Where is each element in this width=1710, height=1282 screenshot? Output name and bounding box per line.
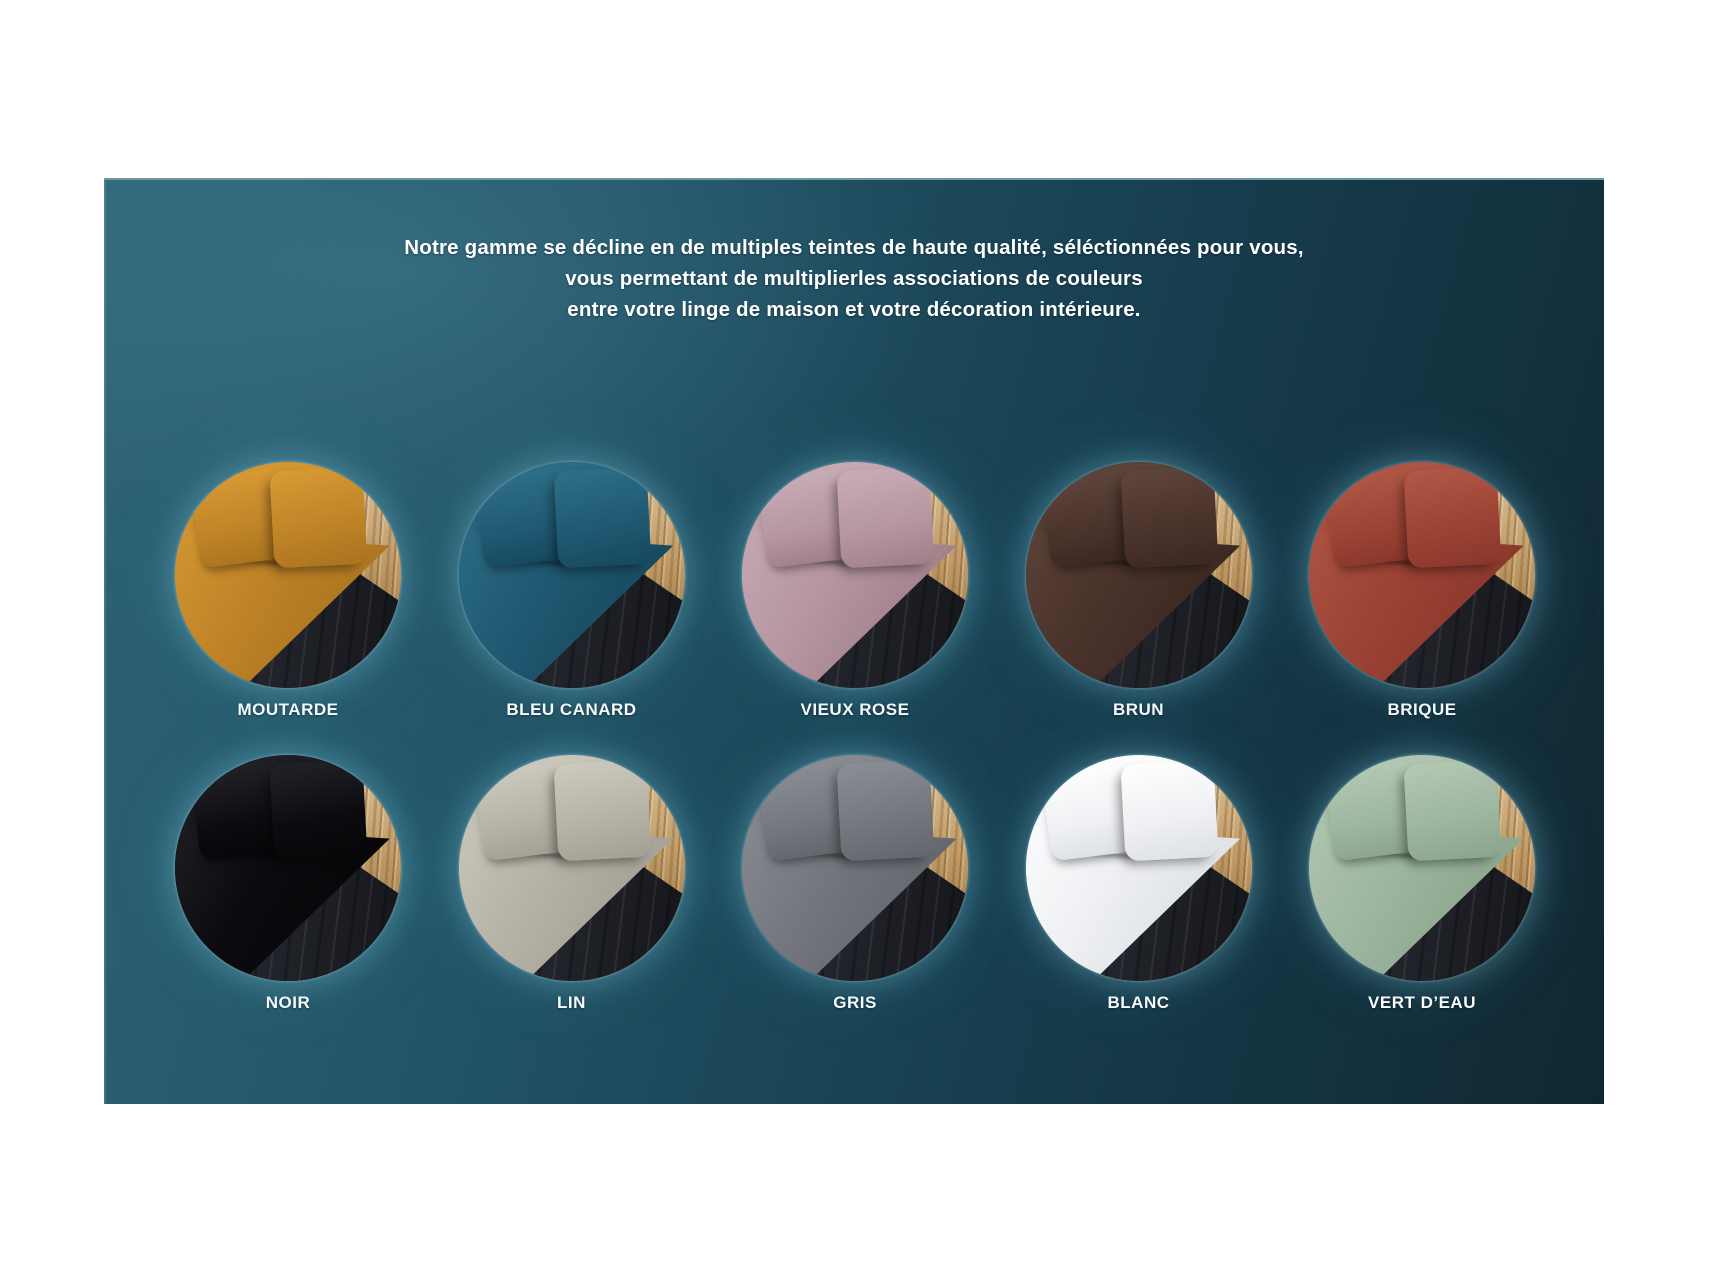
swatch-label-noir: NOIR: [265, 993, 311, 1012]
swatch-photo-lin: [458, 755, 685, 981]
swatch-vert-d-eau: VERT D’EAU: [1309, 755, 1535, 1013]
swatch-label-moutarde: MOUTARDE: [237, 700, 339, 719]
pillow-right: [1403, 759, 1502, 862]
pillow-right: [269, 466, 368, 569]
swatch-photo-vieux-rose: [742, 462, 968, 688]
swatch-photo-blanc: [1025, 755, 1252, 981]
swatch-photo-brique: [1309, 462, 1535, 688]
swatch-moutarde: MOUTARDE: [175, 462, 401, 720]
pillow-right: [1403, 466, 1502, 569]
swatch-label-gris: GRIS: [833, 993, 877, 1012]
swatch-bleu-canard: BLEU CANARD: [458, 462, 685, 720]
swatch-photo-moutarde: [175, 462, 401, 688]
swatch-photo-vert-d-eau: [1309, 755, 1535, 981]
intro-text-line-1: Notre gamme se décline en de multiples t…: [404, 236, 1304, 259]
pillow-right: [269, 759, 368, 862]
swatch-lin: LIN: [458, 755, 685, 1013]
swatch-grid: MOUTARDE BLEU CANARD VIEUX ROS: [175, 462, 1535, 1013]
swatch-photo-brun: [1025, 462, 1252, 688]
swatch-brun: BRUN: [1025, 462, 1252, 720]
intro-text-line-3: entre votre linge de maison et votre déc…: [567, 298, 1141, 321]
pillow-right: [553, 466, 651, 569]
swatch-photo-bleu-canard: [458, 462, 685, 688]
pillow-right: [1120, 466, 1218, 569]
swatch-label-lin: LIN: [557, 993, 586, 1012]
swatch-label-blanc: BLANC: [1107, 993, 1170, 1012]
swatch-photo-gris: [742, 755, 968, 981]
swatch-label-vieux-rose: VIEUX ROSE: [800, 700, 910, 719]
swatch-label-bleu-canard: BLEU CANARD: [506, 700, 637, 719]
intro-text-line-2: vous permettant de multiplierles associa…: [565, 267, 1143, 290]
pillow-right: [1120, 759, 1218, 862]
swatch-vieux-rose: VIEUX ROSE: [742, 462, 968, 720]
intro-text: Notre gamme se décline en de multiples t…: [104, 232, 1604, 325]
swatch-label-brun: BRUN: [1112, 700, 1165, 719]
swatch-photo-noir: [175, 755, 401, 981]
swatch-noir: NOIR: [175, 755, 401, 1013]
swatch-label-vert-d-eau: VERT D’EAU: [1368, 993, 1476, 1012]
swatch-label-brique: BRIQUE: [1387, 700, 1457, 719]
pillow-right: [836, 466, 935, 569]
swatch-gris: GRIS: [742, 755, 968, 1013]
pillow-right: [836, 759, 935, 862]
swatch-blanc: BLANC: [1025, 755, 1252, 1013]
swatch-brique: BRIQUE: [1309, 462, 1535, 720]
pillow-right: [553, 759, 651, 862]
color-range-panel: Notre gamme se décline en de multiples t…: [104, 178, 1604, 1104]
